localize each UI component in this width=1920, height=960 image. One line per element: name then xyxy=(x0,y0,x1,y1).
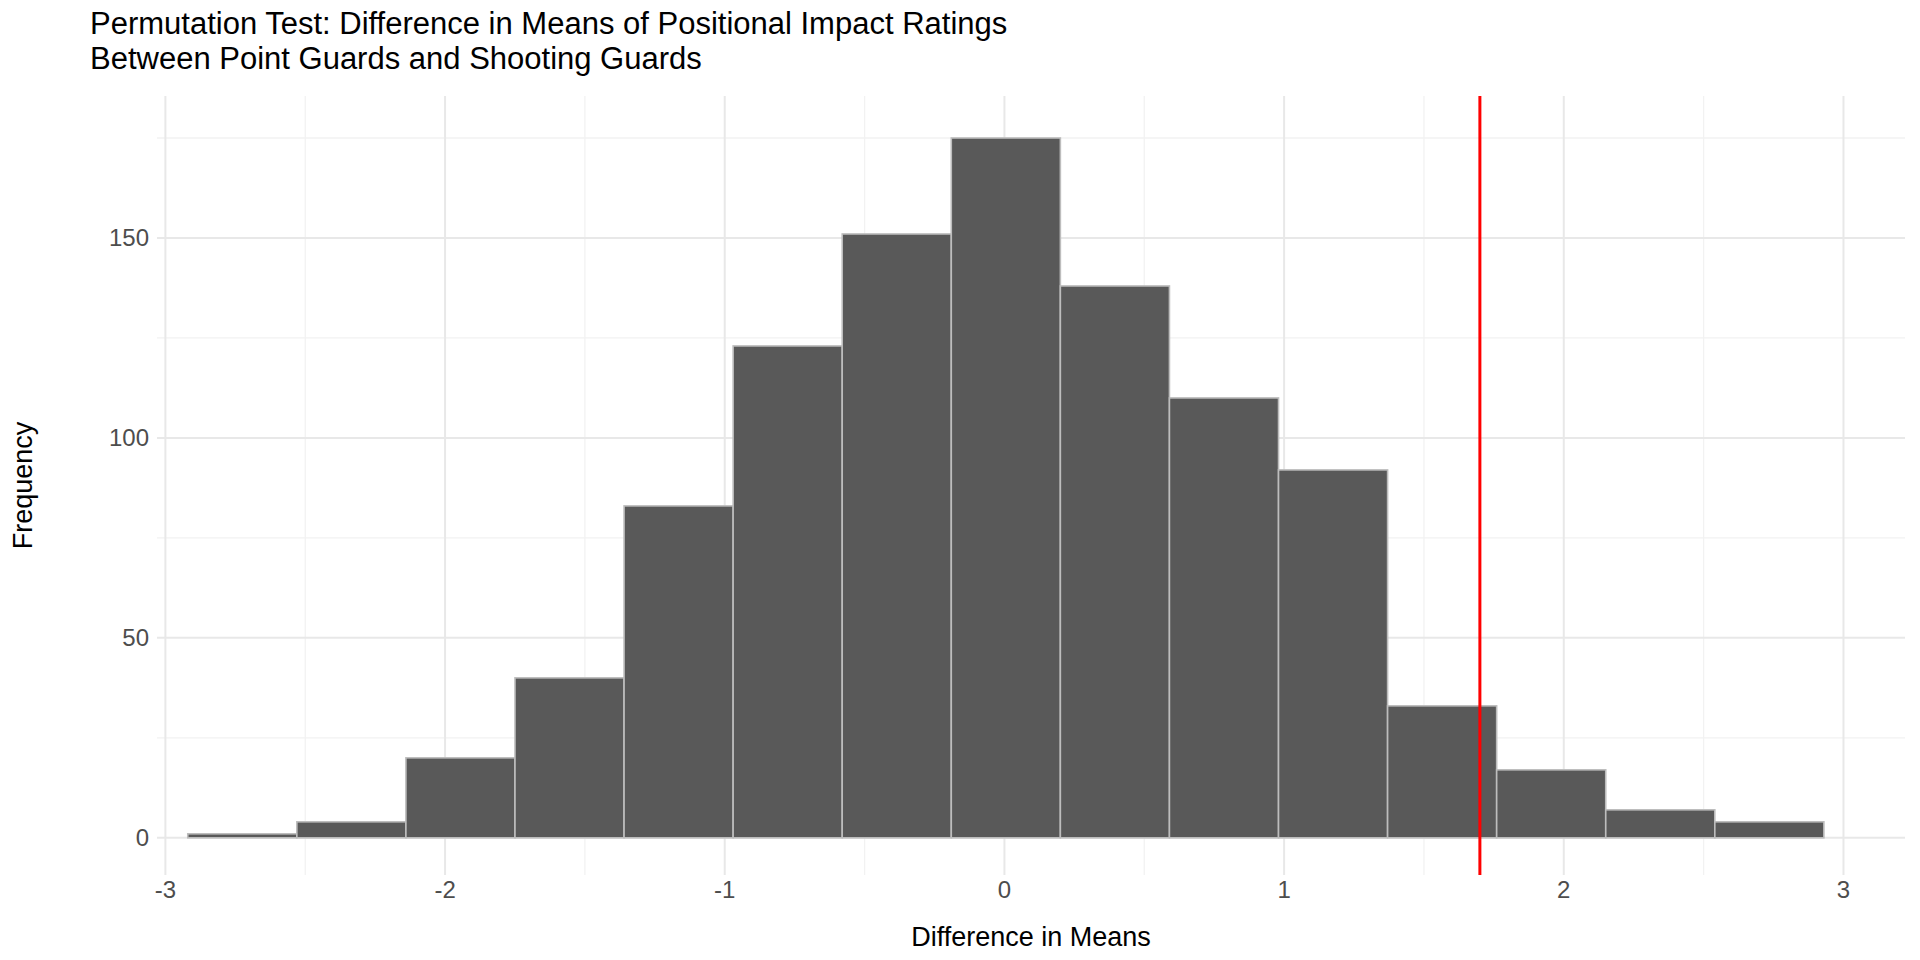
y-tick-label: 50 xyxy=(122,624,149,651)
x-axis-title: Difference in Means xyxy=(911,922,1151,952)
histogram-bar xyxy=(515,678,624,838)
x-tick-label: 2 xyxy=(1557,876,1570,903)
y-tick-label: 150 xyxy=(109,224,149,251)
x-tick-label: -2 xyxy=(434,876,455,903)
permutation-test-figure: -3 -2 -1 0 1 2 3 0 50 100 150 Permutation Test: Di… xyxy=(0,0,1920,960)
y-tick-label: 100 xyxy=(109,424,149,451)
histogram-bar xyxy=(951,138,1060,838)
x-tick-label: 3 xyxy=(1837,876,1850,903)
histogram-bar xyxy=(624,506,733,838)
histogram-bar xyxy=(1715,822,1824,838)
bars-layer xyxy=(188,138,1824,838)
histogram-chart: -3 -2 -1 0 1 2 3 0 50 100 150 Permutation Test: Di… xyxy=(0,0,1920,960)
histogram-bar xyxy=(188,834,297,838)
histogram-bar xyxy=(1279,470,1388,838)
y-axis-title: Frequency xyxy=(8,421,38,549)
histogram-bar xyxy=(733,346,842,838)
y-tick-label: 0 xyxy=(136,824,149,851)
histogram-bar xyxy=(1169,398,1278,838)
histogram-bar xyxy=(1606,810,1715,838)
histogram-bar xyxy=(842,234,951,838)
x-tick-label: 0 xyxy=(998,876,1011,903)
histogram-bar xyxy=(1497,770,1606,838)
histogram-bar xyxy=(297,822,406,838)
chart-title-line2: Between Point Guards and Shooting Guards xyxy=(90,41,702,76)
x-tick-label: -1 xyxy=(714,876,735,903)
histogram-bar xyxy=(1060,286,1169,838)
chart-title-line1: Permutation Test: Difference in Means of… xyxy=(90,6,1007,41)
x-tick-label: -3 xyxy=(155,876,176,903)
x-tick-label: 1 xyxy=(1277,876,1290,903)
histogram-bar xyxy=(406,758,515,838)
